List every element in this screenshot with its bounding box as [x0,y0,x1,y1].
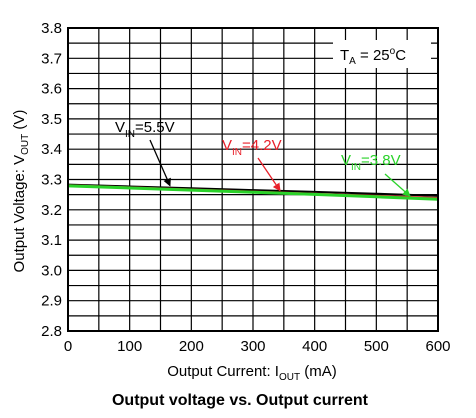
y-tick-label: 3.5 [41,111,62,128]
series-line [67,184,439,201]
tick-labels: 0 100 200 300 400 500 600 2.8 2.9 3.0 3.1 3.2 3.3 3.4… [41,20,450,355]
y-tick-label: 2.8 [41,323,62,340]
x-tick-label: 200 [179,338,204,355]
series-label-leader [384,173,411,197]
y-tick-label: 3.4 [41,141,62,158]
annotations: VIN=5.5V VIN=4.2V VIN=3.8V TA = 25oC [115,40,431,197]
condition-label-bg [333,40,431,68]
x-tick-label: 0 [64,338,72,355]
series-lines [67,183,439,201]
series-label: VIN=4.2V [222,137,282,158]
chart-title: Output voltage vs. Output current [112,392,369,409]
y-tick-label: 3.7 [41,50,62,67]
y-tick-label: 3.6 [41,81,62,98]
x-tick-label: 100 [117,338,142,355]
x-axis-title: Output Current: IOUT (mA) [167,363,337,383]
y-tick-label: 3.8 [41,20,62,37]
plot-frame [67,27,439,332]
x-tick-label: 600 [425,338,450,355]
y-axis-title: Output Voltage: VOUT (V) [11,110,31,273]
x-tick-label: 500 [364,338,389,355]
x-tick-label: 300 [240,338,265,355]
y-tick-label: 3.2 [41,202,62,219]
y-tick-label: 2.9 [41,293,62,310]
series-label-leader [257,157,281,192]
series-label: VIN=3.8V [341,152,401,173]
x-tick-label: 400 [302,338,327,355]
series-label: VIN=5.5V [115,119,175,140]
y-tick-label: 3.1 [41,232,62,249]
grid [68,28,438,331]
condition-label: TA = 25oC [340,46,406,67]
y-tick-label: 3.0 [41,262,62,279]
y-tick-label: 3.3 [41,172,62,189]
series-label-leader [149,139,171,187]
